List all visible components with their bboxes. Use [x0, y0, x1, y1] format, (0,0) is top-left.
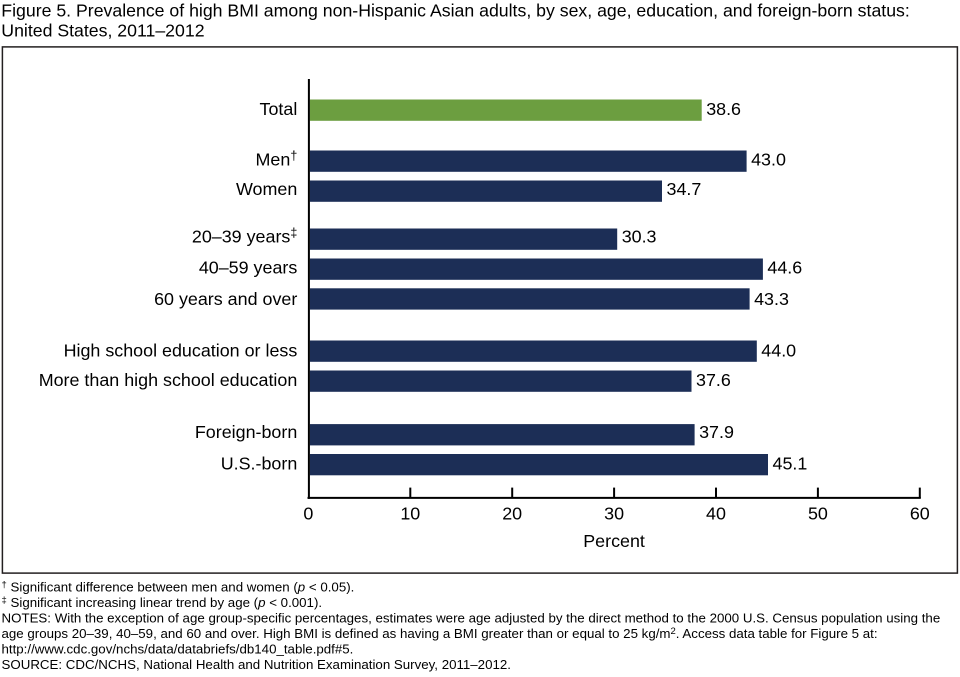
svg-text:U.S.-born: U.S.-born — [221, 454, 298, 474]
svg-text:60: 60 — [910, 504, 930, 524]
svg-text:30.3: 30.3 — [622, 227, 657, 247]
svg-text:45.1: 45.1 — [773, 454, 808, 474]
svg-text:http://www.cdc.gov/nchs/data/d: http://www.cdc.gov/nchs/data/databriefs/… — [2, 641, 354, 656]
svg-text:More than high school educatio: More than high school education — [39, 370, 298, 390]
svg-text:43.0: 43.0 — [751, 150, 786, 170]
svg-text:20–39 years‡: 20–39 years‡ — [192, 226, 297, 247]
svg-text:40–59 years: 40–59 years — [199, 258, 298, 278]
svg-text:38.6: 38.6 — [706, 99, 741, 119]
svg-text:37.6: 37.6 — [696, 370, 731, 390]
svg-text:0: 0 — [303, 504, 313, 524]
svg-text:Foreign-born: Foreign-born — [195, 422, 297, 442]
svg-text:† Significant difference betwe: † Significant difference between men and… — [2, 580, 355, 595]
svg-text:NOTES: With the exception of a: NOTES: With the exception of age group-s… — [2, 610, 941, 625]
svg-text:44.6: 44.6 — [767, 258, 802, 278]
svg-text:37.9: 37.9 — [699, 422, 734, 442]
svg-text:10: 10 — [400, 504, 420, 524]
svg-text:High school education or less: High school education or less — [64, 341, 298, 361]
svg-text:40: 40 — [706, 504, 726, 524]
svg-text:44.0: 44.0 — [761, 341, 796, 361]
svg-text:Total: Total — [260, 99, 298, 119]
svg-text:United States, 2011–2012: United States, 2011–2012 — [1, 21, 204, 41]
svg-text:34.7: 34.7 — [667, 179, 702, 199]
svg-text:Figure 5. Prevalence of high B: Figure 5. Prevalence of high BMI among n… — [1, 0, 910, 20]
svg-text:Women: Women — [236, 179, 297, 199]
svg-text:Men†: Men† — [256, 149, 298, 170]
svg-text:50: 50 — [808, 504, 828, 524]
svg-text:SOURCE: CDC/NCHS, National Hea: SOURCE: CDC/NCHS, National Health and Nu… — [2, 657, 511, 672]
svg-text:60 years and over: 60 years and over — [154, 289, 297, 309]
svg-text:age groups 20–39, 40–59, and 6: age groups 20–39, 40–59, and 60 and over… — [2, 626, 878, 641]
svg-text:Percent: Percent — [583, 531, 645, 551]
svg-text:30: 30 — [604, 504, 624, 524]
svg-text:43.3: 43.3 — [754, 289, 789, 309]
svg-text:‡ Significant increasing linea: ‡ Significant increasing linear trend by… — [2, 595, 323, 610]
svg-text:20: 20 — [502, 504, 522, 524]
